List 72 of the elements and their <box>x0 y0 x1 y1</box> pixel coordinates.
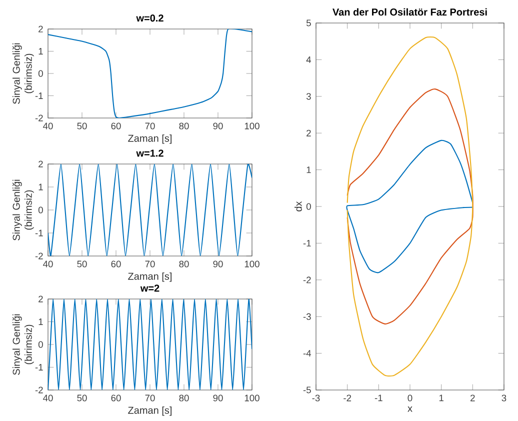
x-tick-label: 100 <box>244 122 260 130</box>
y-axis-title: Sinyal Genliği (birimsiz) <box>12 43 34 104</box>
y-tick-label: -1 <box>35 92 43 99</box>
y-tick-label: -1 <box>35 364 43 370</box>
line-series <box>346 36 474 376</box>
line-series <box>48 298 252 390</box>
x-tick-label: 40 <box>43 394 53 402</box>
x-tick-label: 90 <box>213 122 223 130</box>
x-tick-label: 50 <box>77 122 87 130</box>
y-tick-label: -2 <box>35 114 43 122</box>
y-tick-label: 1 <box>38 48 43 54</box>
y-tick-label: 2 <box>38 296 43 302</box>
chart-title: w=0.2 <box>136 14 164 22</box>
y-tick-label: 4 <box>306 56 312 63</box>
x-axis-title: Zaman [s] <box>128 272 172 282</box>
x-tick-label: 50 <box>77 260 87 268</box>
chart-title: w=1.2 <box>136 150 164 157</box>
line-series <box>48 164 252 256</box>
y-tick-label: 0 <box>306 203 311 210</box>
line-series <box>346 140 474 274</box>
x-tick-label: 70 <box>145 122 155 130</box>
x-tick-label: 60 <box>111 394 121 402</box>
y-tick-label: 0 <box>38 206 43 214</box>
x-tick-label: 90 <box>213 260 223 268</box>
x-axis-title: Zaman [s] <box>128 134 172 144</box>
x-tick-label: 40 <box>43 260 53 268</box>
x-tick-label: -2 <box>344 394 352 402</box>
x-tick-label: 0 <box>408 394 412 402</box>
x-axis-title: x <box>408 406 412 412</box>
y-tick-label: 5 <box>306 20 311 26</box>
y-tick-label: 2 <box>306 130 311 136</box>
y-axis-title: Sinyal Genliği (birimsiz) <box>12 314 34 375</box>
y-tick-label: 0 <box>38 70 43 77</box>
x-tick-label: 70 <box>145 260 155 268</box>
y-tick-label: -5 <box>303 386 311 394</box>
line-series <box>48 28 252 118</box>
x-tick-label: 70 <box>145 394 155 402</box>
x-tick-label: -1 <box>374 394 382 402</box>
chart-title: w=2 <box>140 284 160 292</box>
y-tick-label: -1 <box>35 230 43 236</box>
y-tick-label: -2 <box>303 276 311 284</box>
y-tick-label: 1 <box>306 166 311 174</box>
x-tick-label: 100 <box>244 260 260 268</box>
y-tick-label: -2 <box>35 252 43 260</box>
y-tick-label: -3 <box>303 313 311 320</box>
x-tick-label: 100 <box>244 394 260 402</box>
x-tick-label: 3 <box>502 394 506 402</box>
y-tick-label: -4 <box>303 350 312 356</box>
x-tick-label: 40 <box>43 122 53 130</box>
x-tick-label: 50 <box>77 394 87 402</box>
x-tick-label: 60 <box>111 260 121 268</box>
x-tick-label: 60 <box>111 122 121 130</box>
y-axis-title: dx <box>294 201 302 212</box>
x-tick-label: 1 <box>439 394 444 402</box>
x-tick-label: -3 <box>312 394 320 402</box>
y-tick-label: 3 <box>306 93 311 100</box>
y-tick-label: 2 <box>38 26 43 32</box>
y-tick-label: -2 <box>35 386 43 394</box>
x-tick-label: 80 <box>179 260 189 268</box>
x-axis-title: Zaman [s] <box>128 406 172 416</box>
y-tick-label: 2 <box>38 160 43 168</box>
y-tick-label: 1 <box>38 184 43 190</box>
chart-title: Van der Pol Osilatör Faz Portresi <box>332 8 487 16</box>
line-series <box>346 88 474 324</box>
y-tick-label: 1 <box>38 318 43 325</box>
y-tick-label: -1 <box>303 240 311 246</box>
x-tick-label: 80 <box>179 394 189 402</box>
x-tick-label: 90 <box>213 394 223 402</box>
y-tick-label: 0 <box>38 341 43 348</box>
x-tick-label: 80 <box>179 122 189 130</box>
y-axis-title: Sinyal Genliği (birimsiz) <box>12 180 34 240</box>
x-tick-label: 2 <box>470 394 475 402</box>
